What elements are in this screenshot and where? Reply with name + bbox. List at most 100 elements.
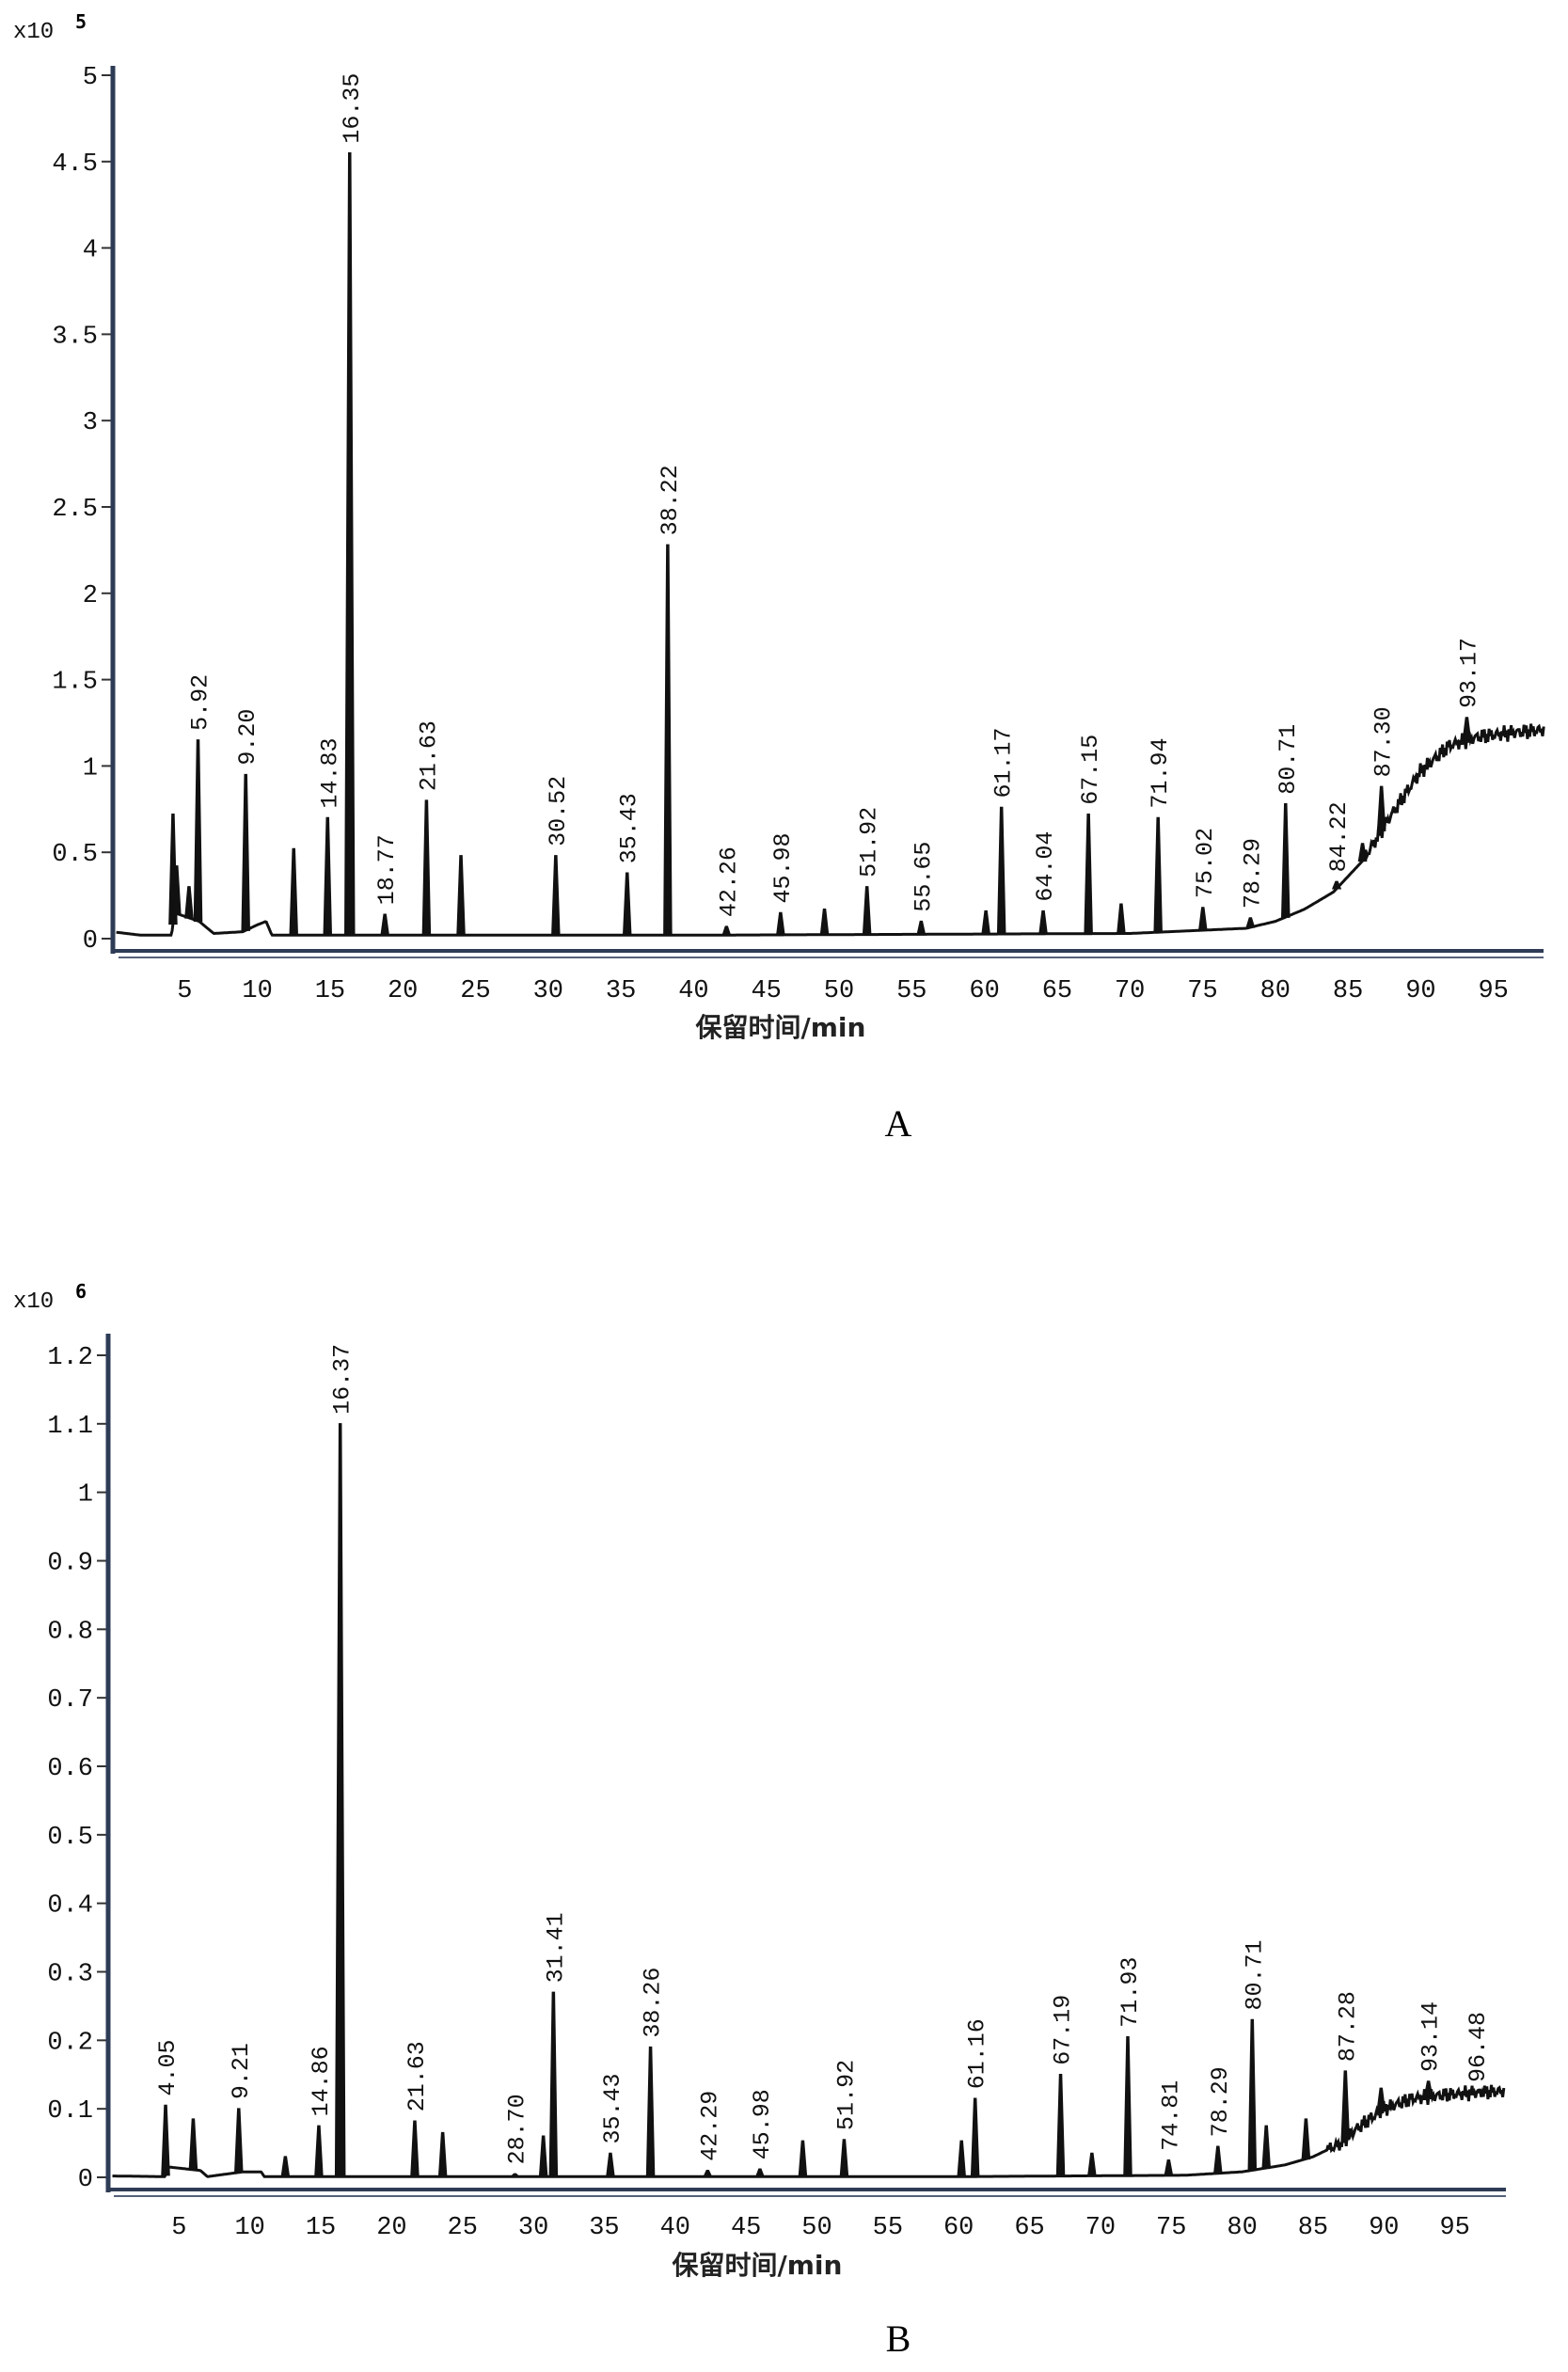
x-tick-label: 60 — [969, 977, 999, 1005]
peak — [1117, 903, 1126, 935]
peak — [1340, 2070, 1351, 2141]
peak — [1261, 2125, 1272, 2169]
peak-label: 71.93 — [1117, 1957, 1144, 2028]
peak-label: 42.26 — [715, 846, 742, 917]
peak — [548, 1991, 559, 2178]
peak-label: 35.43 — [616, 793, 643, 863]
x-tick-label: 15 — [315, 977, 345, 1005]
peak-label: 51.92 — [856, 807, 883, 878]
x-tick-label: 60 — [943, 2214, 974, 2242]
peak — [234, 2108, 244, 2174]
x-tick-label: 50 — [824, 977, 854, 1005]
peak — [421, 799, 432, 937]
peak-label: 5.92 — [187, 674, 214, 731]
peak — [334, 1423, 346, 2178]
x-tick-label: 10 — [242, 977, 272, 1005]
peak — [1038, 909, 1048, 935]
peak — [606, 2152, 615, 2178]
x-tick-label: 70 — [1115, 977, 1145, 1005]
peak-label: 45.98 — [749, 2089, 776, 2159]
peak-label: 51.92 — [832, 2060, 860, 2130]
peak — [184, 886, 194, 919]
peak — [1423, 2080, 1433, 2097]
peak — [1197, 907, 1208, 931]
y-tick-label: 1.2 — [47, 1344, 93, 1372]
peak-label: 18.77 — [373, 834, 401, 905]
x-tick-label: 40 — [660, 2214, 690, 2242]
x-tick-label: 65 — [1042, 977, 1072, 1005]
x-tick-label: 20 — [388, 977, 418, 1005]
x-axis-title: 保留时间/min — [673, 2250, 843, 2281]
x-tick-label: 10 — [234, 2214, 264, 2242]
peak-label: 38.26 — [640, 1968, 667, 2038]
peak — [775, 911, 785, 936]
peak-label: 9.20 — [234, 709, 261, 766]
x-tick-label: 35 — [606, 977, 636, 1005]
peak — [798, 2140, 808, 2178]
peak — [721, 925, 732, 936]
x-tick-label: 90 — [1369, 2214, 1399, 2242]
y-tick-label: 2 — [83, 582, 98, 610]
y-tick-label: 3 — [83, 409, 98, 437]
y-tick-label: 0.9 — [47, 1550, 93, 1578]
peak — [996, 806, 1006, 935]
x-tick-label: 80 — [1227, 2214, 1257, 2242]
x-tick-label: 5 — [177, 977, 192, 1005]
x-axis-title: 保留时间/min — [696, 1012, 866, 1043]
peak — [538, 2135, 548, 2178]
peak-label: 96.48 — [1465, 2012, 1492, 2082]
peak — [509, 2173, 521, 2178]
chart-b: x10 600.10.20.30.40.50.60.70.80.911.11.25… — [13, 1280, 1506, 2360]
y-tick-label: 0 — [83, 927, 98, 956]
peak — [1331, 880, 1342, 890]
peak — [981, 909, 990, 935]
peak — [437, 2131, 448, 2178]
x-tick-label: 75 — [1187, 977, 1217, 1005]
peak-label: 71.94 — [1147, 737, 1174, 808]
peak-label: 67.15 — [1077, 735, 1104, 805]
chart-a: x10 500.511.522.533.544.555 10 15 20 25 30 35 40… — [13, 10, 1545, 1145]
x-tick-label: 15 — [306, 2214, 336, 2242]
peak-label: 45.98 — [769, 832, 797, 903]
peak-label: 16.35 — [339, 73, 366, 144]
peak — [1471, 2091, 1481, 2094]
y-tick-label: 1.1 — [47, 1413, 93, 1441]
peak — [172, 865, 182, 915]
x-tick-label: 75 — [1156, 2214, 1186, 2242]
peak-label: 35.43 — [599, 2073, 626, 2143]
y-tick-label: 0.2 — [47, 2029, 93, 2057]
y-tick-label: 4.5 — [52, 150, 98, 179]
peak-label: 80.71 — [1241, 1939, 1268, 2010]
peak — [323, 816, 333, 937]
y-tick-label: 0 — [78, 2166, 93, 2194]
peak-label: 80.71 — [1275, 724, 1302, 795]
peak-label: 78.29 — [1207, 2066, 1234, 2137]
peak — [1164, 2159, 1174, 2176]
peak-label: 78.29 — [1239, 838, 1266, 909]
peak-label: 14.83 — [316, 737, 343, 808]
peak — [188, 2118, 198, 2171]
x-tick-label: 85 — [1333, 977, 1363, 1005]
peak — [1247, 2018, 1258, 2172]
peak — [970, 2097, 980, 2177]
peak — [663, 544, 673, 937]
peak — [1376, 2087, 1386, 2112]
peak — [314, 2125, 324, 2178]
x-tick-label: 65 — [1014, 2214, 1044, 2242]
peak — [193, 739, 203, 922]
peak — [1084, 814, 1093, 935]
peak-label: 21.63 — [404, 2041, 431, 2111]
x-tick-label: 50 — [801, 2214, 832, 2242]
y-multiplier-exponent: 6 — [75, 1280, 87, 1303]
y-tick-label: 0.8 — [47, 1618, 93, 1646]
peak — [1245, 917, 1256, 928]
y-multiplier-exponent: 5 — [75, 10, 87, 33]
x-tick-label: 85 — [1298, 2214, 1328, 2242]
y-tick-label: 0.3 — [47, 1961, 93, 1989]
peak — [344, 151, 356, 937]
x-tick-label: 40 — [678, 977, 708, 1005]
x-tick-label: 95 — [1439, 2214, 1469, 2242]
x-tick-label: 55 — [873, 2214, 903, 2242]
peak-label: 28.70 — [504, 2094, 531, 2164]
peak — [703, 2169, 713, 2178]
